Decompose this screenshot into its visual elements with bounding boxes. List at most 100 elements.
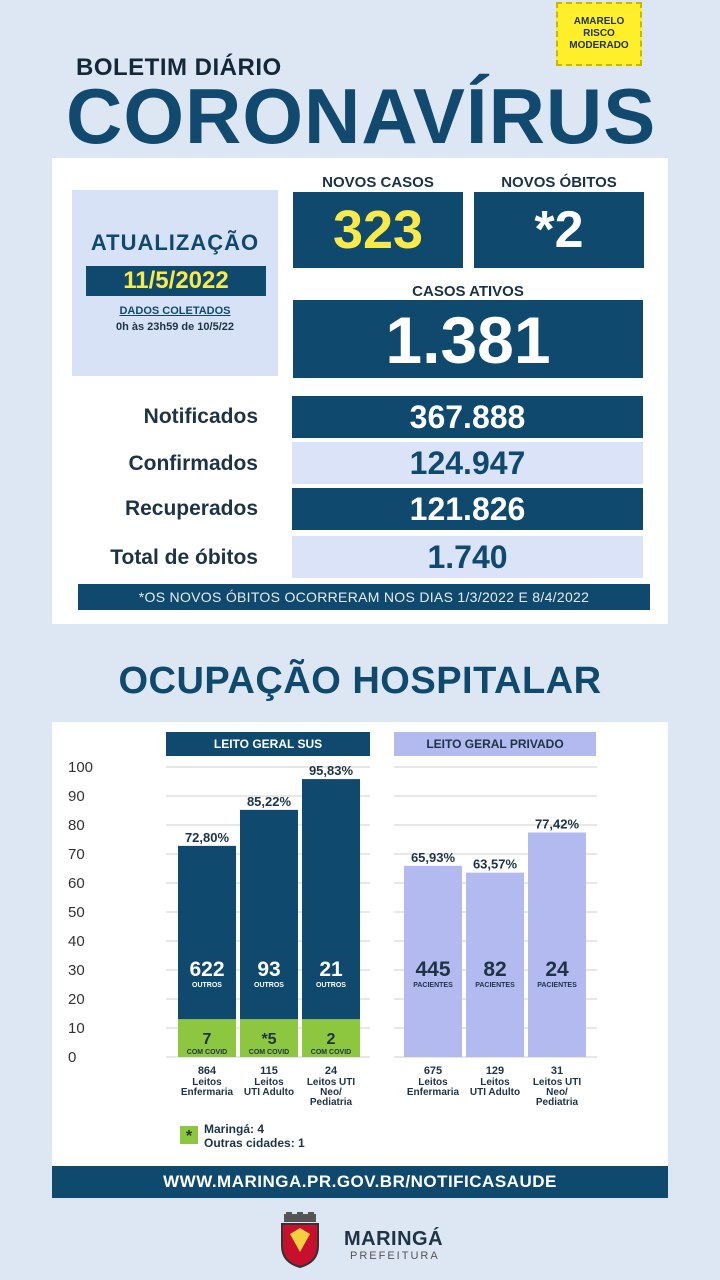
- stat-label-recuperados: Recuperados: [124, 497, 258, 520]
- new-cases-value: 323: [293, 192, 463, 268]
- bar-private: [528, 832, 586, 1057]
- bar-bed-type: Leitos: [418, 1077, 448, 1088]
- header-sus: LEITO GERAL SUS: [166, 732, 370, 756]
- bar-bed-type: Leitos: [192, 1077, 222, 1088]
- bar-private: [466, 872, 524, 1057]
- bulletin-kicker: BOLETIM DIÁRIO: [76, 54, 282, 81]
- bar-sus-covid: [178, 1019, 236, 1057]
- header-private: LEITO GERAL PRIVADO: [394, 732, 596, 756]
- bar-covid-value: 7: [203, 1031, 212, 1048]
- y-tick-label: 90: [68, 788, 85, 805]
- new-deaths-value: *2: [474, 192, 644, 268]
- stat-label-notificados: Notificados: [143, 405, 258, 428]
- bar-sus-others: [302, 779, 360, 1020]
- bar-others-value: 93: [257, 958, 280, 981]
- data-collected-range: 0h às 23h59 de 10/5/22: [115, 321, 235, 333]
- risk-badge-line1: AMARELO: [573, 16, 625, 27]
- bar-sus-covid: [240, 1019, 298, 1057]
- bar-patients-value: 445: [415, 958, 450, 981]
- legend-line1: Maringá: 4: [204, 1122, 265, 1136]
- deaths-note: *OS NOVOS ÓBITOS OCORRERAM NOS DIAS 1/3/…: [78, 584, 650, 610]
- logo-name: MARINGÁ: [344, 1228, 444, 1250]
- city-crest-icon: [281, 1212, 319, 1268]
- y-tick-label: 70: [68, 846, 85, 863]
- legend-swatch: *: [180, 1126, 198, 1145]
- y-tick-label: 100: [68, 759, 93, 776]
- bar-beds-count: 864: [198, 1065, 217, 1077]
- y-tick-label: 30: [68, 962, 85, 979]
- y-tick-label: 10: [68, 1020, 85, 1037]
- new-deaths-label: NOVOS ÓBITOS: [501, 174, 617, 191]
- bar-beds-count: 24: [325, 1065, 338, 1077]
- bar-patients-value: 82: [483, 958, 506, 981]
- bar-bed-type: Pediatria: [310, 1097, 353, 1108]
- bar-percent-label: 63,57%: [473, 857, 518, 872]
- page-title: CORONAVÍRUS: [66, 72, 657, 160]
- bar-sus-others: [178, 845, 236, 1020]
- bar-private: [404, 865, 462, 1057]
- bar-bed-type: Enfermaria: [181, 1087, 234, 1098]
- bar-bed-type: Pediatria: [536, 1097, 579, 1108]
- active-cases-value: 1.381: [293, 300, 643, 378]
- stat-value-total-obitos: 1.740: [292, 536, 643, 578]
- y-tick-label: 60: [68, 875, 85, 892]
- bar-bed-type: UTI Adulto: [244, 1087, 294, 1098]
- bar-patients-label: PACIENTES: [475, 982, 515, 989]
- bar-bed-type: Enfermaria: [407, 1087, 460, 1098]
- bar-beds-count: 129: [486, 1065, 504, 1077]
- bar-percent-label: 85,22%: [247, 794, 292, 809]
- bar-bed-type: Leitos: [480, 1077, 510, 1088]
- bar-others-label: OUTROS: [316, 982, 346, 989]
- bar-covid-value: 2: [327, 1031, 336, 1048]
- y-tick-label: 40: [68, 933, 85, 950]
- bar-beds-count: 675: [424, 1065, 442, 1077]
- stat-value-confirmados: 124.947: [292, 442, 643, 484]
- bar-beds-count: 31: [551, 1065, 563, 1077]
- bar-sus-others: [240, 809, 298, 1020]
- bar-covid-label: COM COVID: [249, 1049, 289, 1056]
- bar-bed-type: Leitos: [254, 1077, 284, 1088]
- bar-percent-label: 65,93%: [411, 850, 456, 865]
- stat-value-notificados: 367.888: [292, 396, 643, 438]
- bar-patients-value: 24: [545, 958, 569, 981]
- bar-patients-label: PACIENTES: [413, 982, 453, 989]
- y-tick-label: 0: [68, 1049, 76, 1066]
- bar-patients-label: PACIENTES: [537, 982, 577, 989]
- bar-bed-type: UTI Adulto: [470, 1087, 520, 1098]
- bar-others-value: 21: [319, 958, 343, 981]
- risk-badge-line3: MODERADO: [569, 40, 629, 51]
- logo-sub: PREFEITURA: [350, 1250, 440, 1262]
- bar-others-value: 622: [189, 958, 224, 981]
- stat-label-total-obitos: Total de óbitos: [110, 546, 258, 569]
- bar-covid-value: *5: [261, 1031, 276, 1048]
- data-collected-label: DADOS COLETADOS: [119, 305, 231, 317]
- bar-percent-label: 72,80%: [185, 830, 230, 845]
- update-title: ATUALIZAÇÃO: [90, 230, 260, 255]
- risk-badge-line2: RISCO: [583, 28, 615, 39]
- legend-line2: Outras cidades: 1: [204, 1136, 305, 1150]
- y-tick-label: 80: [68, 817, 85, 834]
- hospital-title: OCUPAÇÃO HOSPITALAR: [118, 660, 602, 702]
- bar-covid-label: COM COVID: [187, 1049, 227, 1056]
- bar-percent-label: 77,42%: [535, 816, 580, 831]
- bar-bed-type: Leitos UTI: [307, 1077, 356, 1088]
- risk-badge: AMARELO RISCO MODERADO: [556, 2, 642, 66]
- bar-bed-type: Leitos UTI: [533, 1077, 582, 1088]
- bar-bed-type: Neo/: [546, 1087, 568, 1098]
- bar-percent-label: 95,83%: [309, 763, 354, 778]
- y-tick-label: 20: [68, 991, 85, 1008]
- bar-sus-covid: [302, 1019, 360, 1057]
- bar-others-label: OUTROS: [192, 982, 222, 989]
- new-cases-label: NOVOS CASOS: [322, 174, 434, 191]
- y-tick-label: 50: [68, 904, 85, 921]
- bar-beds-count: 115: [260, 1065, 278, 1077]
- update-date: 11/5/2022: [86, 266, 266, 296]
- stat-value-recuperados: 121.826: [292, 488, 643, 530]
- footer-link[interactable]: WWW.MARINGA.PR.GOV.BR/NOTIFICASAUDE: [52, 1166, 668, 1198]
- bar-covid-label: COM COVID: [311, 1049, 351, 1056]
- bar-bed-type: Neo/: [320, 1087, 342, 1098]
- bar-others-label: OUTROS: [254, 982, 284, 989]
- active-cases-label: CASOS ATIVOS: [412, 283, 524, 300]
- stat-label-confirmados: Confirmados: [128, 452, 258, 475]
